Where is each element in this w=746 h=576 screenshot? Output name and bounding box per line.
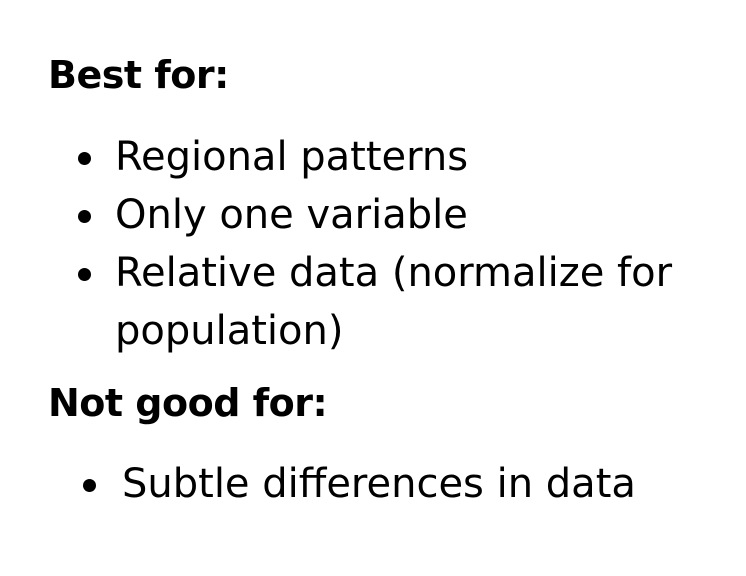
list-item: Subtle differences in data: [83, 455, 722, 513]
not-good-for-heading: Not good for:: [48, 381, 328, 425]
best-for-heading: Best for:: [48, 53, 229, 97]
bullet-icon: [78, 210, 91, 223]
bullet-icon: [83, 479, 96, 492]
not-good-for-list: Subtle differences in data: [83, 455, 722, 513]
list-item-text: Regional patterns: [115, 134, 469, 180]
list-item-text: Only one variable: [115, 192, 468, 238]
bullet-icon: [78, 268, 91, 281]
list-item: Relative data (normalize for population): [78, 244, 675, 360]
best-for-list: Regional patterns Only one variable Rela…: [78, 128, 675, 360]
list-item-text: Relative data (normalize for population): [115, 250, 673, 354]
list-item-text: Subtle differences in data: [122, 461, 636, 507]
bullet-icon: [78, 152, 91, 165]
list-item: Only one variable: [78, 186, 675, 244]
list-item: Regional patterns: [78, 128, 675, 186]
